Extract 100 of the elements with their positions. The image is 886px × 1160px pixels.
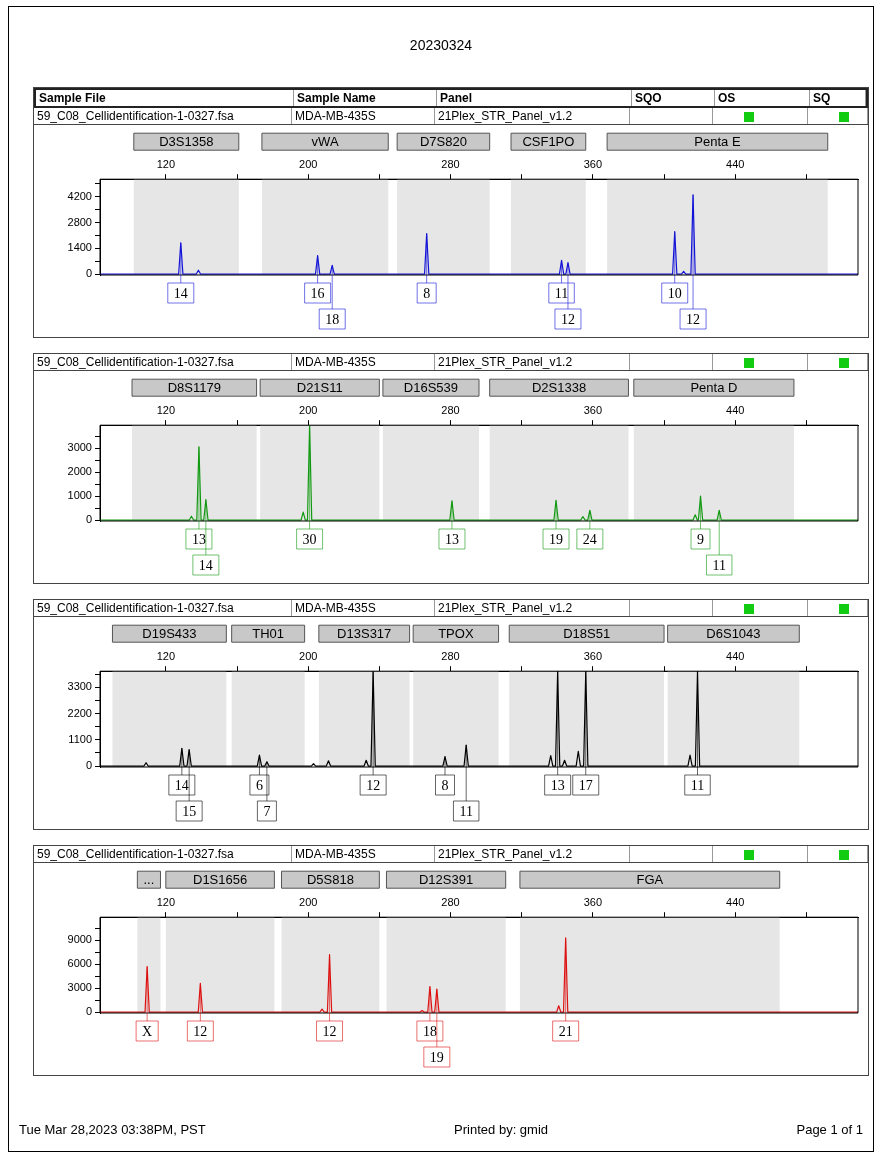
- y-tick-label: 9000: [67, 933, 92, 946]
- y-tick-label: 0: [85, 513, 92, 526]
- band-label: D21S11: [296, 379, 343, 395]
- annotation: 21: [558, 1023, 573, 1039]
- x-tick-label: 120: [156, 403, 176, 416]
- band-label: CSF1PO: [522, 133, 575, 149]
- annotation: 12: [322, 1023, 337, 1039]
- band-label: D19S433: [142, 625, 197, 641]
- band-label: D1S1656: [193, 871, 248, 887]
- text: 59_C08_Cellidentification-1-0327.fsa: [34, 600, 292, 616]
- band-label: D5S818: [306, 871, 354, 887]
- text: MDA-MB-435S: [292, 846, 435, 862]
- y-tick-label: 2200: [67, 706, 92, 719]
- y-tick-label: 2000: [67, 465, 92, 478]
- y-tick-label: 1400: [67, 241, 92, 254]
- band-label: D7S820: [419, 133, 467, 149]
- text: MDA-MB-435S: [292, 108, 435, 124]
- y-tick-label: 1100: [68, 732, 92, 745]
- annotation: 19: [429, 1049, 444, 1065]
- y-tick-label: 3300: [67, 680, 92, 693]
- annotation: 24: [582, 531, 597, 547]
- band-label: FGA: [636, 871, 664, 887]
- y-tick-label: 2800: [67, 215, 92, 228]
- x-tick-label: 280: [441, 157, 460, 170]
- text: 21Plex_STR_Panel_v1.2: [435, 354, 630, 370]
- text: Sample Name: [294, 90, 437, 106]
- text: MDA-MB-435S: [292, 600, 435, 616]
- annotation: 11: [712, 557, 726, 573]
- x-tick-label: 440: [726, 649, 745, 662]
- annotation: 13: [191, 531, 206, 547]
- text: 59_C08_Cellidentification-1-0327.fsa: [34, 354, 292, 370]
- text: 59_C08_Cellidentification-1-0327.fsa: [34, 108, 292, 124]
- band-label: D6S1043: [706, 625, 761, 641]
- text: Printed by: gmid: [454, 1122, 549, 1137]
- annotation: 14: [198, 557, 213, 573]
- band-label: Penta D: [690, 379, 738, 395]
- annotation: 6: [255, 777, 263, 793]
- x-tick-label: 120: [156, 157, 176, 170]
- y-tick-label: 0: [85, 1005, 92, 1018]
- x-tick-label: 120: [156, 649, 176, 662]
- x-tick-label: 440: [726, 895, 745, 908]
- annotation: 11: [554, 285, 569, 301]
- annotation: 11: [690, 777, 705, 793]
- annotation: X: [142, 1023, 153, 1039]
- text: OS: [715, 90, 810, 106]
- x-tick-label: 200: [299, 157, 318, 170]
- x-tick-label: 440: [726, 403, 745, 416]
- annotation: 30: [302, 531, 317, 547]
- text: MDA-MB-435S: [292, 354, 435, 370]
- x-tick-label: 360: [583, 649, 603, 662]
- x-tick-label: 440: [726, 157, 745, 170]
- x-tick-label: 360: [583, 895, 603, 908]
- x-tick-label: 280: [441, 403, 460, 416]
- band-label: D8S1179: [167, 379, 221, 395]
- y-tick-label: 4200: [67, 189, 92, 202]
- annotation: 7: [263, 803, 271, 819]
- text: Tue Mar 28,2023 03:38PM, PST: [19, 1122, 206, 1137]
- annotation: 16: [310, 285, 325, 301]
- annotation: 17: [578, 777, 593, 793]
- text: 21Plex_STR_Panel_v1.2: [435, 108, 630, 124]
- x-tick-label: 360: [583, 157, 603, 170]
- annotation: 12: [366, 777, 381, 793]
- annotation: 14: [174, 777, 189, 793]
- chart-title: 20230324: [408, 37, 474, 53]
- band-label: TPOX: [438, 625, 474, 641]
- x-tick-label: 280: [441, 895, 460, 908]
- text: 59_C08_Cellidentification-1-0327.fsa: [34, 846, 292, 862]
- y-tick-label: 6000: [67, 957, 92, 970]
- annotation: 12: [686, 311, 701, 327]
- annotation: 8: [441, 777, 449, 793]
- x-tick-label: 200: [299, 403, 318, 416]
- y-tick-label: 0: [85, 759, 92, 772]
- annotation: 13: [444, 531, 459, 547]
- band-label: ...: [143, 871, 155, 887]
- annotation: 18: [422, 1023, 437, 1039]
- band-label: D16S539: [403, 379, 459, 395]
- annotation: 9: [697, 531, 705, 547]
- annotation: 12: [193, 1023, 208, 1039]
- x-tick-label: 360: [583, 403, 603, 416]
- annotation: 10: [667, 285, 682, 301]
- annotation: 8: [423, 285, 431, 301]
- annotation: 12: [560, 311, 575, 327]
- text: Sample File: [36, 90, 294, 106]
- x-tick-label: 280: [441, 649, 460, 662]
- text: 21Plex_STR_Panel_v1.2: [435, 846, 630, 862]
- text: SQ: [810, 90, 866, 106]
- band-label: vWA: [311, 133, 339, 149]
- annotation: 18: [325, 311, 340, 327]
- text: Panel: [437, 90, 632, 106]
- annotation: 15: [182, 803, 197, 819]
- band-label: TH01: [252, 625, 285, 641]
- y-tick-label: 0: [85, 267, 92, 280]
- x-tick-label: 200: [299, 895, 318, 908]
- annotation: 13: [550, 777, 565, 793]
- band-label: D12S391: [418, 871, 474, 887]
- y-tick-label: 3000: [67, 441, 92, 454]
- band-label: D3S1358: [159, 133, 214, 149]
- x-tick-label: 200: [299, 649, 318, 662]
- band-label: D13S317: [337, 625, 392, 641]
- band-label: D18S51: [563, 625, 611, 641]
